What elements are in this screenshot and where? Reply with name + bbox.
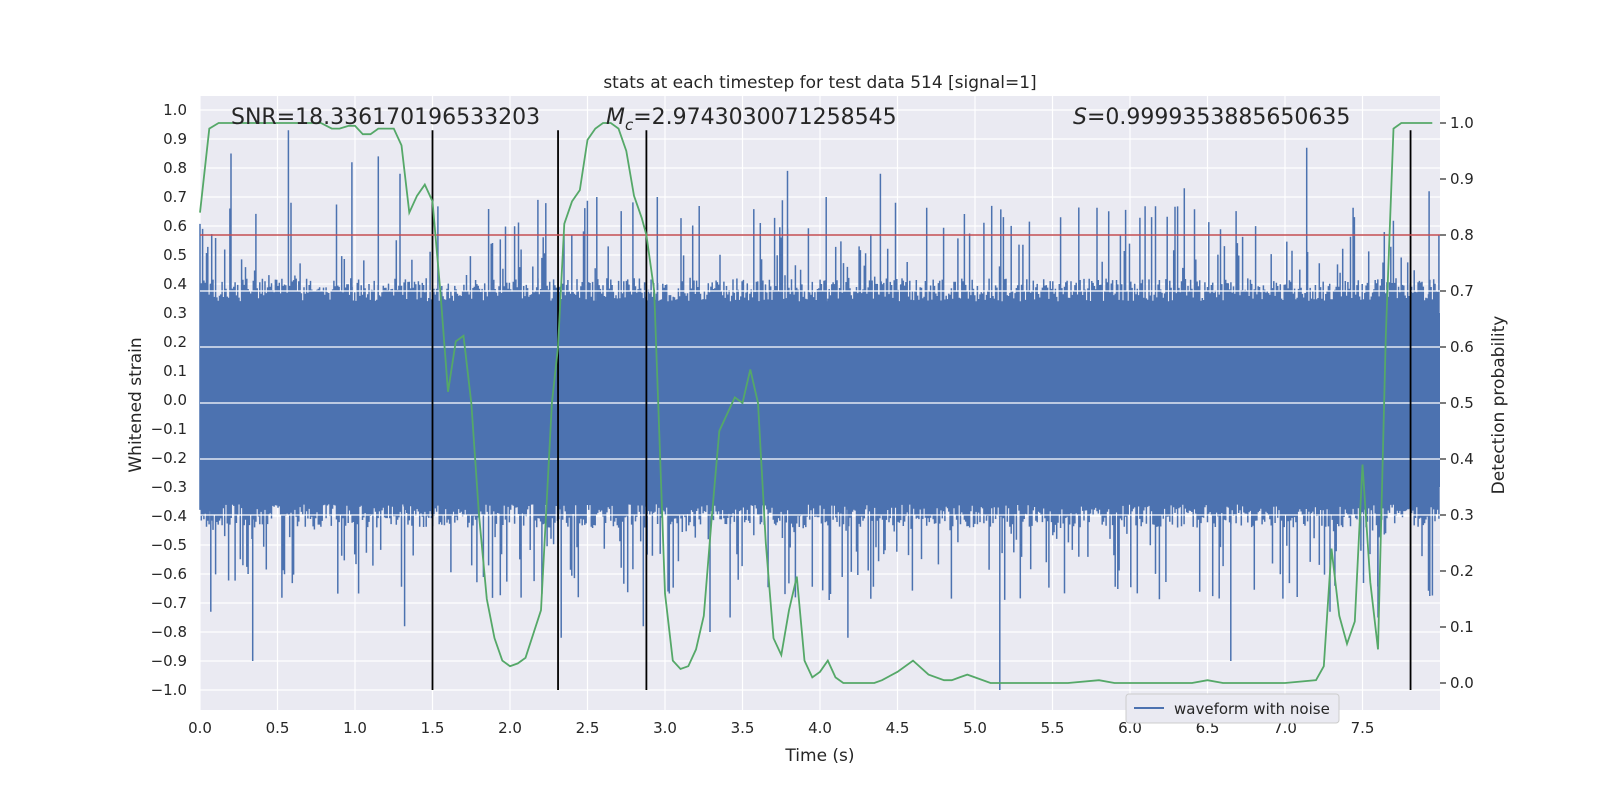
y-tick-label: 0.1 xyxy=(163,362,187,380)
y-tick-label: 0.6 xyxy=(163,217,187,235)
y2-tick-label: 1.0 xyxy=(1450,114,1474,132)
y-tick-label: 0.9 xyxy=(163,130,187,148)
waveform-series xyxy=(199,130,1440,690)
y2-tick-label: 0.8 xyxy=(1450,226,1474,244)
y-tick-label: 0.0 xyxy=(163,391,187,409)
y2-axis-label: Detection probability xyxy=(1489,316,1509,495)
probability-line xyxy=(199,122,1433,684)
x-tick-label: 4.0 xyxy=(808,719,832,737)
y2-tick-labels: 1.0 0.9 0.8 0.7 0.6 0.5 0.4 0.3 0.2 0.1 0.0 xyxy=(1440,114,1474,692)
y2-tick-label: 0.7 xyxy=(1450,282,1474,300)
legend: waveform with noise xyxy=(1125,693,1340,724)
y-tick-label: −0.6 xyxy=(151,565,187,583)
y2-tick-label: 0.3 xyxy=(1450,506,1474,524)
y-tick-label: 0.7 xyxy=(163,188,187,206)
y2-tick-label: 0.4 xyxy=(1450,450,1474,468)
x-tick-label: 1.0 xyxy=(343,719,367,737)
x-tick-label: 3.0 xyxy=(653,719,677,737)
y-tick-label: −0.5 xyxy=(151,536,187,554)
y2-tick-label: 0.9 xyxy=(1450,170,1474,188)
y-tick-labels: 1.0 0.9 0.8 0.7 0.6 0.5 0.4 0.3 0.2 0.1 0.0 −0.1 −0.… xyxy=(151,101,187,699)
y-tick-label: 1.0 xyxy=(163,101,187,119)
y-tick-label: 0.4 xyxy=(163,275,187,293)
y2-tick-label: 0.6 xyxy=(1450,338,1474,356)
event-markers xyxy=(431,130,1412,690)
y-tick-label: 0.5 xyxy=(163,246,187,264)
y-tick-label: −1.0 xyxy=(151,681,187,699)
y-tick-label: −0.4 xyxy=(151,507,187,525)
y-tick-label: −0.9 xyxy=(151,652,187,670)
x-tick-labels: 0.0 0.5 1.0 1.5 2.0 2.5 3.0 3.5 4.0 4.5 5.0 5.5 6.0 6… xyxy=(188,719,1374,737)
x-tick-label: 2.5 xyxy=(576,719,600,737)
y-tick-label: −0.2 xyxy=(151,449,187,467)
legend-label: waveform with noise xyxy=(1174,700,1330,718)
y2-tick-label: 0.0 xyxy=(1450,674,1474,692)
y-tick-label: −0.7 xyxy=(151,594,187,612)
probability-series xyxy=(199,122,1433,684)
chart-title: stats at each timestep for test data 514… xyxy=(603,73,1036,93)
y2-tick-label: 0.1 xyxy=(1450,618,1474,636)
x-tick-label: 0.5 xyxy=(266,719,290,737)
y2-tick-label: 0.2 xyxy=(1450,562,1474,580)
x-tick-label: 3.5 xyxy=(731,719,755,737)
legend-box xyxy=(1125,693,1340,724)
x-tick-label: 5.5 xyxy=(1041,719,1065,737)
waveform-core xyxy=(200,313,1440,487)
x-tick-label: 4.5 xyxy=(886,719,910,737)
chirp-mass-annotation: Mc=2.9743030071258545 xyxy=(606,105,897,134)
y-tick-label: −0.8 xyxy=(151,623,187,641)
score-annotation: S=0.9999353885650635 xyxy=(1073,105,1350,130)
y-tick-label: 0.8 xyxy=(163,159,187,177)
x-tick-label: 0.0 xyxy=(188,719,212,737)
y-axis-label: Whitened strain xyxy=(126,337,146,472)
snr-annotation: SNR=18.336170196533203 xyxy=(231,105,540,130)
y-tick-label: 0.3 xyxy=(163,304,187,322)
x-axis-label: Time (s) xyxy=(784,746,854,766)
x-tick-label: 1.5 xyxy=(421,719,445,737)
y-tick-label: −0.3 xyxy=(151,478,187,496)
x-tick-label: 2.0 xyxy=(498,719,522,737)
x-tick-label: 5.0 xyxy=(963,719,987,737)
y-tick-label: −0.1 xyxy=(151,420,187,438)
x-tick-label: 7.5 xyxy=(1351,719,1375,737)
y-tick-label: 0.2 xyxy=(163,333,187,351)
y2-tick-label: 0.5 xyxy=(1450,394,1474,412)
